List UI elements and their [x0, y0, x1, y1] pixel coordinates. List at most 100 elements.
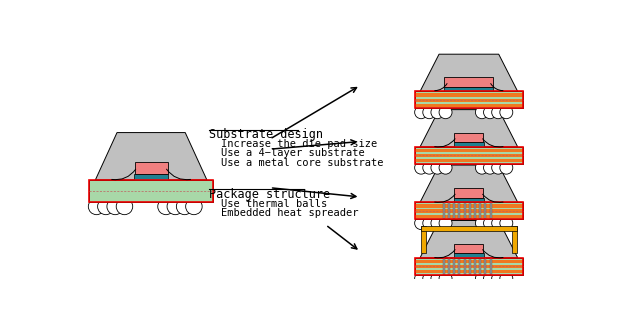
Circle shape [157, 198, 174, 215]
Text: Embedded heat spreader: Embedded heat spreader [221, 208, 358, 218]
Circle shape [423, 217, 436, 229]
Circle shape [439, 217, 452, 229]
Bar [484, 258, 487, 275]
Bar [469, 202, 471, 219]
Circle shape [492, 106, 505, 119]
Bar [474, 202, 476, 219]
Circle shape [439, 272, 452, 285]
Circle shape [492, 272, 505, 285]
Circle shape [431, 161, 444, 174]
Bar [415, 265, 523, 268]
Bar [454, 188, 484, 198]
Bar [415, 260, 523, 263]
Bar [415, 99, 523, 102]
Bar [89, 180, 213, 202]
Circle shape [88, 198, 105, 215]
Circle shape [500, 106, 513, 119]
Bar [415, 202, 523, 219]
Polygon shape [420, 110, 518, 147]
Bar [454, 142, 484, 147]
Bar [445, 77, 494, 87]
Polygon shape [420, 165, 518, 202]
Bar [512, 226, 516, 253]
Circle shape [476, 272, 489, 285]
Bar [135, 162, 167, 174]
Text: Package structure: Package structure [210, 188, 330, 201]
Bar [464, 202, 466, 219]
Circle shape [431, 217, 444, 229]
Circle shape [415, 272, 428, 285]
Circle shape [492, 161, 505, 174]
Bar [415, 147, 523, 164]
Bar [453, 202, 455, 219]
Bar [479, 202, 481, 219]
Circle shape [116, 198, 133, 215]
Bar [415, 159, 523, 162]
Bar [454, 133, 484, 142]
Circle shape [492, 217, 505, 229]
Bar [415, 258, 523, 275]
Bar [445, 87, 494, 91]
Bar [443, 258, 445, 275]
Circle shape [476, 161, 489, 174]
Bar [415, 149, 523, 152]
Text: Use a metal core substrate: Use a metal core substrate [221, 158, 383, 168]
Circle shape [415, 161, 428, 174]
Bar [415, 202, 523, 219]
Bar [448, 202, 450, 219]
Bar [458, 202, 461, 219]
Bar [454, 244, 484, 253]
Polygon shape [420, 221, 518, 258]
Bar [453, 258, 455, 275]
Polygon shape [420, 54, 518, 91]
Circle shape [500, 272, 513, 285]
Bar [479, 258, 481, 275]
Circle shape [176, 198, 193, 215]
Bar [415, 154, 523, 157]
Circle shape [415, 217, 428, 229]
Bar [415, 91, 523, 108]
Bar [89, 180, 213, 202]
Bar [134, 174, 169, 180]
Circle shape [107, 198, 123, 215]
Polygon shape [95, 133, 207, 180]
Bar [421, 226, 427, 253]
Bar [421, 226, 516, 231]
Circle shape [423, 106, 436, 119]
Bar [484, 202, 487, 219]
Circle shape [484, 106, 497, 119]
Circle shape [484, 217, 497, 229]
Circle shape [167, 198, 184, 215]
Circle shape [439, 106, 452, 119]
Text: Substrate design: Substrate design [210, 128, 323, 141]
Bar [454, 198, 484, 202]
Bar [458, 258, 461, 275]
Bar [448, 258, 450, 275]
Circle shape [415, 106, 428, 119]
Circle shape [500, 161, 513, 174]
Bar [469, 258, 471, 275]
Bar [415, 258, 523, 275]
Bar [490, 202, 492, 219]
Text: Increase the die pad size: Increase the die pad size [221, 139, 377, 149]
Bar [474, 258, 476, 275]
Bar [464, 258, 466, 275]
Circle shape [423, 272, 436, 285]
Circle shape [431, 106, 444, 119]
Bar [415, 94, 523, 97]
Circle shape [431, 272, 444, 285]
Circle shape [185, 198, 202, 215]
Circle shape [423, 161, 436, 174]
Circle shape [97, 198, 114, 215]
Bar [454, 253, 484, 258]
Circle shape [484, 161, 497, 174]
Bar [415, 209, 523, 213]
Bar [415, 214, 523, 218]
Text: Use a 4−layer substrate: Use a 4−layer substrate [221, 148, 365, 158]
Circle shape [439, 161, 452, 174]
Circle shape [484, 272, 497, 285]
Bar [415, 147, 523, 164]
Bar [415, 104, 523, 107]
Circle shape [476, 217, 489, 229]
Bar [415, 270, 523, 273]
